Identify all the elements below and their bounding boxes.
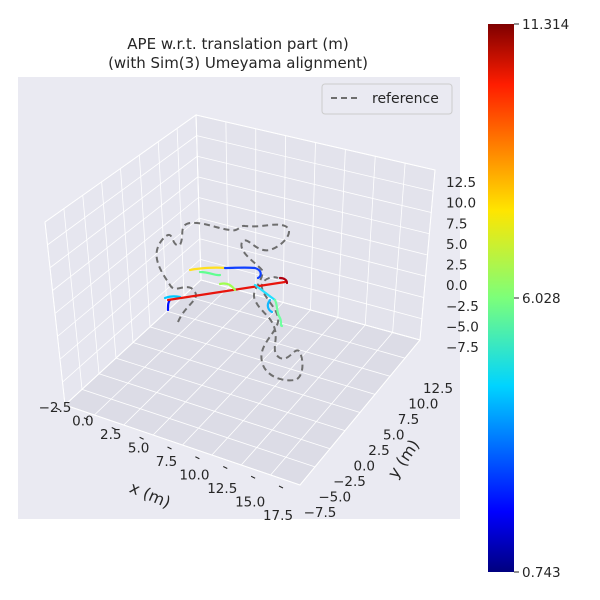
grid-line	[176, 128, 185, 296]
grid-line	[49, 155, 198, 269]
x-tick-mark	[139, 436, 144, 440]
x-tick-mark	[55, 407, 61, 411]
colorbar-label-min: 0.743	[522, 565, 561, 581]
z-tick-label: 10.0	[446, 196, 476, 212]
grid-line	[195, 114, 436, 171]
grid-lines	[44, 114, 436, 486]
grid-line	[364, 156, 376, 326]
estimate-segment-cyan-right	[253, 283, 277, 302]
x-tick-mark	[223, 466, 228, 469]
z-tick-label: −5.0	[446, 319, 479, 335]
y-tick-label: 10.0	[408, 397, 438, 413]
estimate-segment-cyan	[163, 295, 182, 300]
estimate-segment-blue-top	[223, 266, 262, 280]
legend-box	[321, 83, 453, 115]
x-tick-label: 2.5	[100, 427, 121, 443]
x-tick-label: 7.5	[156, 454, 177, 470]
reference-trajectory	[155, 221, 304, 382]
z-tick-label: 12.5	[446, 175, 476, 191]
z-tick-label: −2.5	[446, 299, 479, 315]
chart-title: APE w.r.t. translation part (m)	[127, 35, 348, 53]
grid-line	[419, 169, 436, 341]
estimate-segment-green	[198, 270, 222, 277]
grid-line	[54, 197, 199, 314]
x-tick-label: 12.5	[207, 481, 237, 497]
legend-reference-label: reference	[372, 91, 439, 107]
z-tick-label: 2.5	[446, 258, 467, 274]
x-tick-mark	[195, 456, 200, 460]
y-tick-label: −5.0	[318, 490, 351, 506]
grid-line	[240, 324, 366, 466]
legend: reference	[321, 83, 453, 115]
estimate-segment-lime	[218, 282, 237, 292]
z-tick-label: 7.5	[446, 216, 467, 232]
grid-line	[132, 342, 361, 413]
x-tick-labels: −2.50.0 2.5 5.0 7.510.012.515.017.5	[39, 400, 293, 524]
colorbar-label-mid: 6.028	[522, 291, 561, 307]
x-tick-label: 15.0	[235, 495, 265, 511]
grid-line	[149, 326, 376, 395]
chart-subtitle: (with Sim(3) Umeyama alignment)	[108, 54, 368, 72]
y-tick-label: 5.0	[383, 428, 404, 444]
estimate-trajectory	[163, 266, 289, 328]
grid-line	[195, 114, 202, 281]
estimate-segment-yellow	[188, 266, 227, 272]
grid-line	[197, 155, 432, 213]
x-tick-label: 0.0	[72, 414, 93, 430]
x-tick-label: 17.5	[263, 508, 293, 524]
z-tick-label: −7.5	[446, 340, 479, 356]
y-tick-label: −2.5	[333, 474, 366, 490]
x-tick-mark	[250, 475, 256, 479]
x-tick-label: −2.5	[39, 400, 72, 416]
y-tick-label: 2.5	[368, 443, 389, 459]
grid-line	[299, 339, 421, 486]
estimate-segment-darkred	[278, 276, 289, 285]
y-tick-label: 12.5	[423, 381, 453, 397]
x-tick-mark	[167, 446, 172, 450]
grid-line	[44, 114, 197, 223]
colorbar-gradient	[488, 24, 514, 572]
x-tick-mark	[83, 417, 89, 421]
grid-line	[392, 163, 406, 333]
y-tick-labels: −7.5−5.0−2.50.02.55.07.510.012.5	[304, 381, 453, 521]
grid-line	[166, 310, 391, 377]
estimate-segment-teal	[266, 298, 274, 314]
x-tick-label: 5.0	[128, 441, 149, 457]
estimate-segment-mint	[273, 298, 284, 328]
z-tick-label: 5.0	[446, 237, 467, 253]
grid-line	[270, 332, 393, 476]
y-tick-label: 7.5	[398, 412, 419, 428]
grid-line	[197, 176, 430, 235]
x-tick-label: 10.0	[179, 468, 209, 484]
z-tick-labels: 12.5 10.0 7.5 5.0 2.5 0.0 −2.5 −5.0 −7.5	[446, 175, 479, 356]
y-tick-label: 0.0	[354, 459, 375, 475]
grid-line	[211, 317, 339, 456]
grid-line	[198, 197, 428, 256]
colorbar-label-max: 11.314	[522, 17, 569, 33]
grid-line	[47, 135, 197, 246]
estimate-segment-red	[166, 280, 287, 302]
grid-line	[52, 176, 199, 291]
x-tick-mark	[278, 485, 284, 489]
grid-line	[138, 155, 151, 327]
grid-line	[157, 141, 168, 312]
z-tick-label: 0.0	[446, 278, 467, 294]
grid-line	[183, 295, 406, 359]
x-tick-mark	[111, 427, 116, 430]
colorbar: 11.314 6.028 0.743	[488, 17, 569, 581]
y-tick-label: −7.5	[304, 505, 337, 521]
grid-line	[196, 135, 434, 192]
grid-line	[337, 149, 346, 318]
